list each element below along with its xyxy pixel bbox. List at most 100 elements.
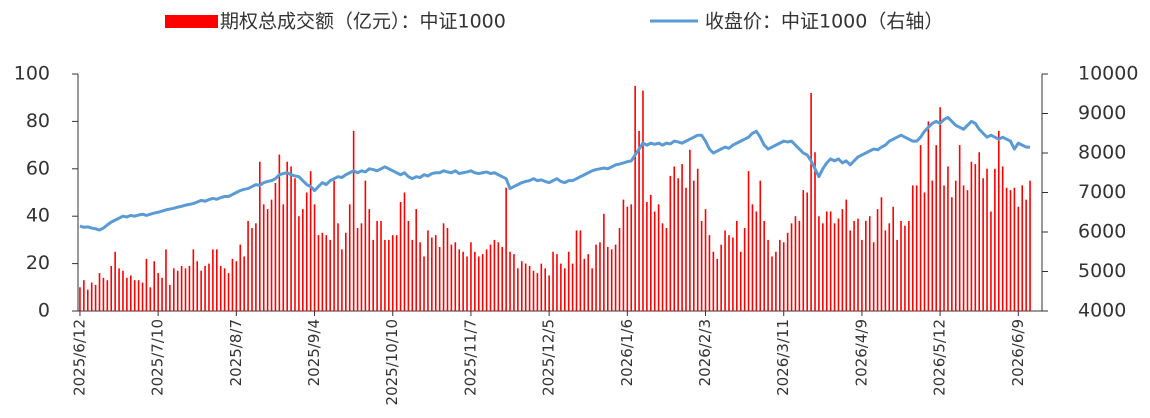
bar — [732, 237, 734, 311]
legend-swatch — [165, 15, 218, 28]
bar — [728, 235, 730, 311]
bar — [845, 199, 848, 311]
bar — [673, 166, 676, 311]
y-tick-label: 20 — [26, 252, 50, 274]
bar — [98, 273, 101, 311]
bar — [505, 187, 507, 311]
bar — [861, 239, 863, 311]
bar — [661, 223, 664, 311]
bar — [129, 275, 132, 311]
bar — [376, 220, 378, 311]
bar — [755, 211, 758, 311]
bar — [700, 220, 703, 311]
bar — [720, 244, 722, 311]
bar — [309, 171, 312, 311]
bar — [919, 145, 922, 311]
bar — [419, 242, 421, 311]
bar — [204, 265, 206, 311]
x-tick-label: 2025/11/7 — [461, 319, 479, 396]
bar — [215, 249, 218, 311]
y2-tick-label: 4000 — [1078, 300, 1126, 322]
bar — [833, 223, 836, 311]
bar — [962, 185, 965, 311]
y-tick-label: 40 — [26, 205, 50, 227]
bar — [345, 232, 347, 311]
bar — [649, 194, 652, 311]
bar — [489, 244, 492, 311]
bar — [571, 263, 574, 311]
bar — [642, 90, 644, 311]
bar — [528, 265, 531, 311]
bar — [446, 228, 449, 311]
bar — [149, 287, 152, 311]
bar — [974, 164, 977, 311]
bar — [462, 251, 464, 311]
bar — [868, 216, 871, 311]
bar — [438, 247, 441, 311]
bar — [857, 218, 859, 311]
bar — [966, 190, 969, 311]
bar — [915, 185, 918, 311]
bar — [481, 254, 484, 311]
bar — [219, 265, 222, 311]
bar — [227, 273, 230, 311]
bar — [603, 213, 605, 311]
bar — [935, 145, 938, 311]
bar — [403, 192, 406, 311]
bar — [212, 249, 214, 311]
bar — [540, 263, 543, 311]
bar — [900, 220, 902, 311]
bar — [223, 268, 226, 311]
legend-label: 收盘价：中证1000（右轴） — [705, 11, 943, 33]
bar — [818, 216, 820, 311]
bar — [606, 247, 609, 311]
bar — [982, 178, 984, 311]
bar — [282, 204, 285, 311]
bar — [802, 190, 805, 311]
x-tick-label: 2026/5/12 — [931, 319, 949, 396]
bar — [157, 273, 159, 311]
bar — [1013, 187, 1016, 311]
line — [79, 115, 1031, 232]
bar — [259, 161, 261, 311]
bar — [689, 149, 691, 311]
bar — [997, 130, 1000, 311]
bar — [1001, 166, 1004, 311]
bar — [169, 284, 171, 311]
bar — [704, 209, 707, 311]
bar — [610, 249, 613, 311]
bar — [274, 183, 277, 311]
bar — [794, 216, 797, 311]
bar — [145, 258, 148, 311]
bar — [618, 228, 621, 311]
bar — [829, 211, 832, 311]
bar — [1021, 185, 1024, 311]
bar — [329, 239, 331, 311]
bar — [583, 258, 586, 311]
bar — [782, 242, 785, 311]
bar — [184, 268, 187, 311]
bar — [524, 263, 527, 311]
bar — [544, 268, 547, 311]
bar — [958, 145, 961, 311]
bar — [333, 180, 335, 311]
bar — [767, 239, 769, 311]
bar — [626, 206, 629, 311]
bar — [872, 242, 875, 311]
bar — [724, 230, 726, 311]
bar — [994, 168, 996, 311]
bar — [520, 261, 523, 311]
bar — [243, 256, 245, 311]
bar — [743, 228, 746, 311]
bar — [587, 254, 590, 311]
bar — [255, 223, 257, 311]
bar — [567, 251, 570, 311]
bar — [865, 220, 867, 311]
bar — [548, 275, 550, 311]
bar — [563, 268, 566, 311]
bar — [497, 242, 500, 311]
bar — [810, 92, 812, 312]
bar — [716, 258, 719, 311]
bar — [517, 268, 519, 311]
